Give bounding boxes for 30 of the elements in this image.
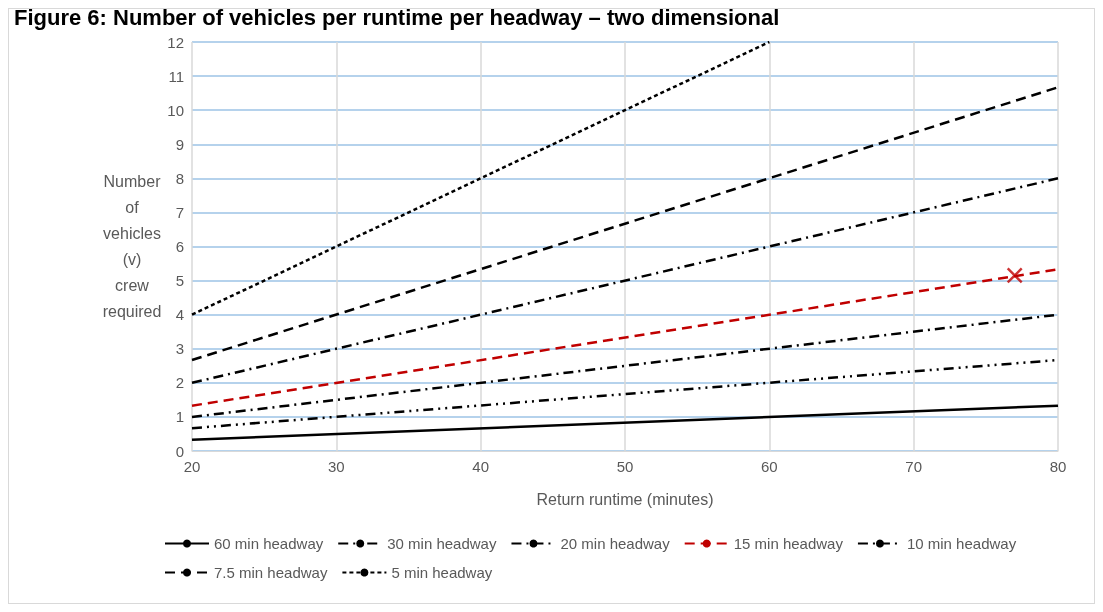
x-tick-label: 70 [905, 458, 923, 475]
y-tick-label: 1 [175, 408, 184, 426]
legend-label: 60 min headway [214, 535, 324, 552]
legend-label: 20 min headway [560, 535, 671, 552]
y-tick-label: 8 [175, 169, 184, 187]
chart-title: Figure 6: Number of vehicles per runtime per headway – two dimensional [14, 4, 780, 30]
y-axis-title: Number of vehicles (v) crew required [102, 173, 162, 320]
y-tick-label: 10 [167, 101, 184, 119]
x-tick-label: 80 [1049, 458, 1067, 475]
x-tick-label: 60 [760, 458, 778, 475]
legend-label: 10 min headway [906, 535, 1017, 552]
x-tick-label: 30 [327, 458, 345, 475]
y-tick-label: 9 [175, 135, 184, 153]
legend-label: 5 min headway [391, 564, 493, 581]
y-tick-label: 5 [175, 272, 184, 290]
x-tick-label: 20 [183, 458, 201, 475]
legend-label: 7.5 min headway [214, 564, 328, 581]
legend-label: 15 min headway [733, 535, 844, 552]
y-tick-label: 12 [167, 33, 184, 51]
legend-label: 30 min headway [387, 535, 497, 552]
y-tick-label: 4 [175, 306, 184, 324]
y-tick-label: 2 [175, 374, 184, 392]
y-tick-label: 7 [175, 203, 184, 221]
x-tick-label: 40 [472, 458, 490, 475]
x-axis-title: Return runtime (minutes) [536, 490, 714, 508]
x-tick-label: 50 [616, 458, 634, 475]
y-tick-label: 11 [168, 67, 184, 85]
y-tick-label: 0 [175, 442, 184, 460]
y-tick-label: 6 [175, 238, 184, 255]
y-tick-label: 3 [175, 340, 184, 358]
